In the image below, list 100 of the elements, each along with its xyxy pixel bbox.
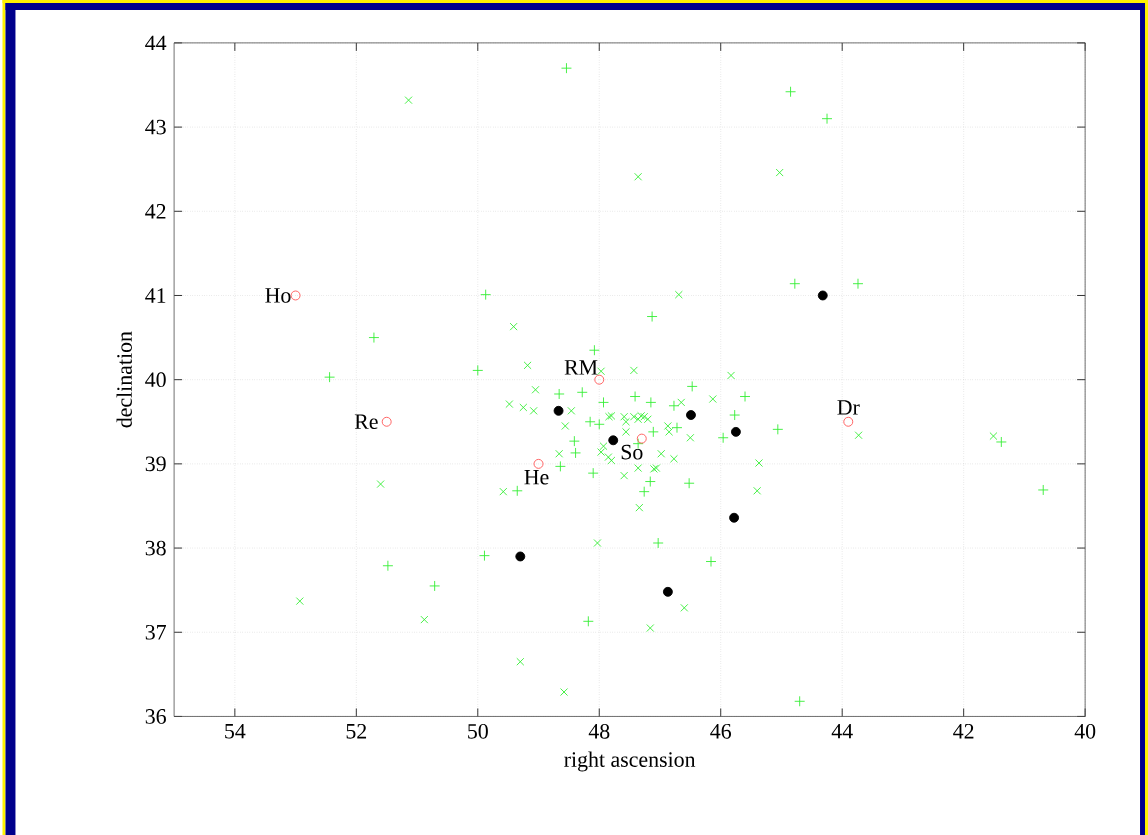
point <box>644 476 656 487</box>
point <box>686 433 695 442</box>
x-tick-label: 50 <box>468 723 488 739</box>
point <box>553 405 564 416</box>
point <box>657 449 666 458</box>
point <box>519 403 528 412</box>
point <box>665 427 674 436</box>
point <box>607 456 616 465</box>
x-tick-label: 42 <box>953 723 974 739</box>
point <box>636 433 647 444</box>
point <box>560 687 569 696</box>
point <box>729 409 741 421</box>
point <box>622 417 630 426</box>
annotation: Dr <box>837 400 860 415</box>
point <box>554 460 566 472</box>
annotation: Re <box>354 414 378 429</box>
point <box>854 431 863 440</box>
point <box>677 398 686 407</box>
point <box>568 435 580 447</box>
point <box>584 416 596 428</box>
point <box>686 410 696 420</box>
point <box>668 400 680 412</box>
y-tick-label: 37 <box>145 624 166 640</box>
point <box>785 86 797 98</box>
point <box>588 344 600 356</box>
point <box>561 62 572 74</box>
point <box>680 603 689 612</box>
point <box>852 278 864 290</box>
point <box>509 322 518 331</box>
point <box>629 366 638 375</box>
y-tick-label: 36 <box>145 709 166 724</box>
point <box>420 615 429 624</box>
point <box>429 580 441 592</box>
y-tick-label: 40 <box>145 372 166 387</box>
point <box>817 290 828 301</box>
x-axis-title: right ascension <box>564 751 696 772</box>
point <box>683 477 695 489</box>
point <box>638 486 650 497</box>
point <box>708 394 717 403</box>
point <box>570 447 582 459</box>
point <box>646 311 658 322</box>
point <box>382 560 394 572</box>
y-tick-label: 44 <box>145 35 167 51</box>
point <box>629 390 641 402</box>
point <box>604 453 613 462</box>
point <box>753 486 762 495</box>
point <box>647 426 659 438</box>
point <box>794 695 806 707</box>
point <box>652 464 661 472</box>
point <box>376 480 385 488</box>
point <box>705 555 717 567</box>
point <box>404 96 413 105</box>
point <box>607 411 616 420</box>
annotation: RM <box>564 360 598 375</box>
point <box>775 168 784 177</box>
x-tick-label: 52 <box>346 723 367 739</box>
y-axis-title: declination <box>116 331 132 428</box>
point <box>480 289 492 300</box>
point <box>597 367 606 376</box>
point <box>587 467 599 479</box>
point <box>576 386 588 398</box>
point <box>646 623 655 632</box>
point <box>295 597 304 605</box>
point <box>553 388 565 400</box>
x-tick-label: 44 <box>831 723 853 739</box>
point <box>479 550 490 561</box>
point <box>727 371 736 380</box>
point <box>635 503 644 512</box>
point <box>645 396 657 408</box>
point <box>593 418 605 430</box>
point <box>515 551 526 562</box>
point <box>516 657 525 666</box>
point <box>652 537 664 549</box>
point <box>674 290 683 299</box>
point <box>772 423 784 435</box>
point <box>755 458 763 467</box>
point <box>555 449 564 458</box>
point <box>561 421 570 430</box>
point <box>789 278 801 290</box>
point <box>717 432 729 444</box>
point <box>739 390 751 402</box>
point <box>593 538 602 547</box>
point <box>608 435 619 446</box>
y-tick-label: 41 <box>145 288 166 303</box>
point <box>649 464 658 473</box>
point <box>729 512 740 523</box>
annotation: Ho <box>265 288 291 303</box>
point <box>533 458 544 469</box>
point <box>597 448 606 456</box>
point <box>622 427 630 436</box>
point <box>598 396 609 408</box>
annotation: So <box>621 444 643 460</box>
point <box>381 416 392 427</box>
point <box>499 487 508 496</box>
point <box>472 364 484 376</box>
x-tick-label: 48 <box>588 723 610 739</box>
point <box>523 361 532 370</box>
point <box>368 332 380 343</box>
point <box>821 113 833 125</box>
point <box>529 406 538 415</box>
